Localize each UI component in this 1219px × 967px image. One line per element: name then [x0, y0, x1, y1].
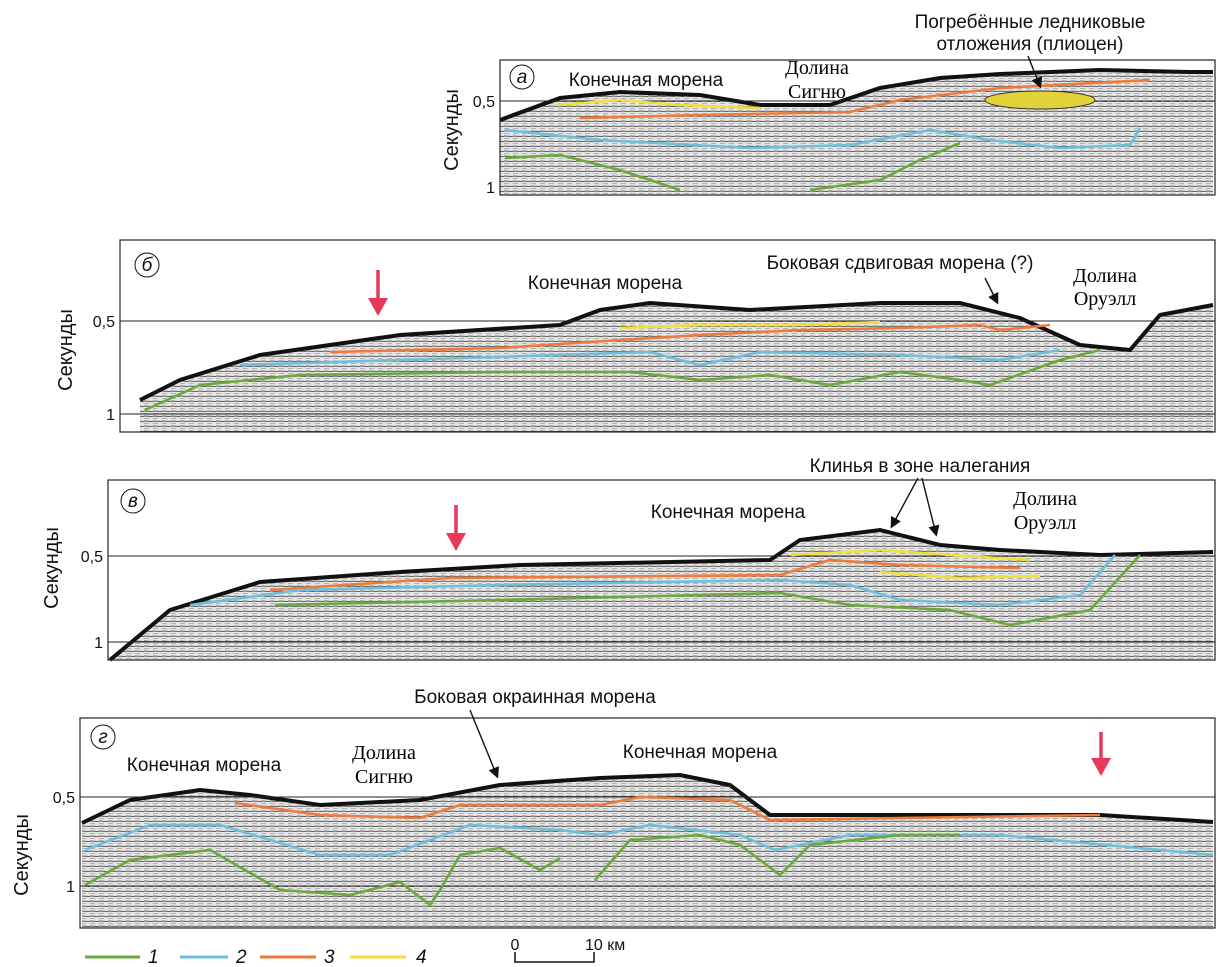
annotation: Конечная морена [623, 742, 778, 763]
annotation: Оруэлл [1014, 512, 1076, 534]
annotation: Долина [785, 57, 849, 79]
annotation: отложения (плиоцен) [937, 34, 1124, 55]
annotation: Клинья в зоне налегания [810, 456, 1031, 477]
figure: 0,5 1 Секунды а Конечная морена Долина С… [0, 0, 1219, 967]
tick-label: 0,5 [53, 790, 75, 807]
tick-label: 0,5 [93, 314, 115, 331]
annotation: Долина [352, 742, 416, 764]
y-axis-label: Секунды [441, 89, 463, 171]
y-axis-label: Секунды [55, 309, 77, 391]
panel-d: 0,5 1 Секунды г Боковая окраинная морена… [11, 687, 1215, 928]
annotation: Боковая окраинная морена [414, 687, 656, 708]
legend-label: 1 [148, 947, 159, 967]
legend-label: 4 [416, 947, 427, 967]
panel-letter: б [142, 255, 154, 276]
panel-b: 0,5 1 Секунды б Конечная морена Боковая … [55, 240, 1215, 432]
tick-label: 1 [486, 180, 495, 197]
scale-start: 0 [511, 937, 520, 954]
arrowhead [368, 298, 388, 316]
tick-label: 0,5 [473, 94, 495, 111]
annotation: Конечная морена [651, 502, 806, 523]
annotation: Боковая сдвиговая морена (?) [767, 253, 1034, 274]
tick-label: 1 [94, 635, 103, 652]
buried-deposits [985, 91, 1095, 109]
scale-line [515, 952, 594, 962]
annotation: Конечная морена [569, 70, 724, 91]
annotation: Оруэлл [1074, 288, 1136, 310]
annotation: Сигню [355, 766, 413, 788]
annotation: Долина [1013, 488, 1077, 510]
panel-a: 0,5 1 Секунды а Конечная морена Долина С… [441, 12, 1215, 197]
tick-label: 1 [66, 879, 75, 896]
legend-label: 2 [235, 947, 247, 967]
seismic-fill [140, 303, 1213, 432]
arrowhead [446, 533, 466, 551]
annotation: Конечная морена [528, 273, 683, 294]
scale-end: 10 км [585, 937, 625, 954]
pointer [892, 478, 918, 526]
panel-letter: в [128, 491, 138, 512]
panel-letter: г [98, 727, 107, 748]
y-axis-label: Секунды [11, 814, 33, 896]
annotation: Погребённые ледниковые [915, 12, 1146, 33]
arrowhead [1091, 758, 1111, 776]
panel-c: 0,5 1 Секунды в Клинья в зоне налегания … [41, 456, 1215, 660]
annotation: Долина [1073, 265, 1137, 287]
scale-bar: 0 10 км [511, 937, 626, 962]
panel-letter: а [517, 67, 528, 88]
annotation: Сигню [788, 81, 846, 103]
pointer [470, 710, 497, 776]
legend: 1 2 3 4 [85, 947, 427, 967]
y-axis-label: Секунды [41, 527, 63, 609]
page: 0,5 1 Секунды а Конечная морена Долина С… [0, 0, 1219, 967]
tick-label: 0,5 [81, 549, 103, 566]
tick-label: 1 [106, 407, 115, 424]
legend-label: 3 [324, 947, 335, 967]
pointer [922, 478, 936, 534]
pointer [985, 278, 997, 302]
annotation: Конечная морена [127, 755, 282, 776]
